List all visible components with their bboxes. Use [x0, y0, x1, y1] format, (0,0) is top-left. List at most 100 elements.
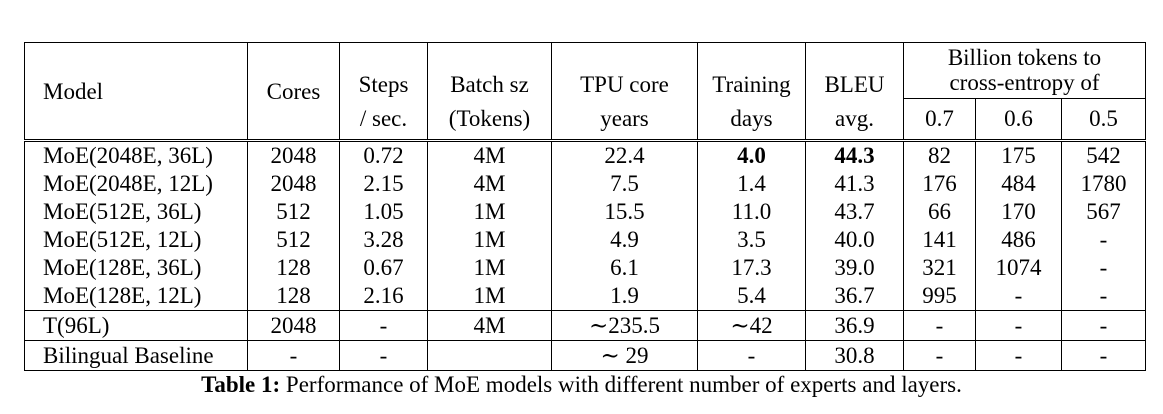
header-cores: Cores	[247, 42, 340, 141]
cell-batch: 4M	[427, 140, 552, 170]
cell-t05: -	[1060, 339, 1147, 371]
header-threshold-05: 0.5	[1060, 97, 1147, 141]
cell-t06: 170	[975, 197, 1062, 226]
table-row: MoE(2048E, 36L) 2048 0.72 4M 22.4 4.0 44…	[24, 140, 1147, 170]
cell-model: MoE(128E, 36L)	[24, 253, 248, 282]
cell-steps: -	[339, 309, 428, 341]
table-row: MoE(2048E, 12L) 2048 2.15 4M 7.5 1.4 41.…	[24, 169, 1147, 198]
table-caption: Table 1: Performance of MoE models with …	[0, 372, 1163, 398]
cell-t07: 995	[903, 281, 976, 311]
cell-cores: 128	[247, 281, 340, 311]
table-header: Model Cores Steps Batch sz TPU core Trai…	[24, 42, 1147, 141]
cell-batch: 1M	[427, 197, 552, 226]
cell-tpu: ∼235.5	[551, 309, 698, 341]
cell-t05: -	[1060, 225, 1147, 254]
cell-model: MoE(2048E, 12L)	[24, 169, 248, 198]
cell-t06: 175	[975, 140, 1062, 170]
cell-tpu: 22.4	[551, 140, 698, 170]
cell-t05: 567	[1060, 197, 1147, 226]
cell-cores: 2048	[247, 140, 340, 170]
cell-cores: 2048	[247, 169, 340, 198]
cell-t06: 486	[975, 225, 1062, 254]
cell-t07: 321	[903, 253, 976, 282]
cell-model: T(96L)	[24, 309, 248, 341]
table-row: MoE(512E, 12L) 512 3.28 1M 4.9 3.5 40.0 …	[24, 225, 1147, 254]
header-tpu-unit: years	[551, 98, 698, 141]
cell-steps: 2.16	[339, 281, 428, 311]
cell-bleu: 41.3	[805, 169, 904, 198]
cell-model: MoE(128E, 12L)	[24, 281, 248, 311]
cell-model: MoE(512E, 36L)	[24, 197, 248, 226]
cell-t05: -	[1060, 281, 1147, 311]
header-training-unit: days	[697, 98, 806, 141]
cell-cores: 128	[247, 253, 340, 282]
cell-t06: 484	[975, 169, 1062, 198]
cell-tpu: 4.9	[551, 225, 698, 254]
cell-steps: -	[339, 339, 428, 371]
table-row: Bilingual Baseline - - ∼ 29 - 30.8 - - -	[24, 339, 1147, 371]
caption-label: Table 1:	[201, 372, 281, 397]
header-threshold-07: 0.7	[903, 97, 976, 141]
cell-t05: 542	[1060, 140, 1147, 170]
header-billion-line2: cross-entropy of	[949, 70, 1100, 96]
header-steps-unit: / sec.	[339, 98, 428, 141]
header-bleu-unit: avg.	[805, 98, 904, 141]
cell-days: -	[697, 339, 806, 371]
cell-t07: 176	[903, 169, 976, 198]
cell-tpu: 6.1	[551, 253, 698, 282]
cell-steps: 2.15	[339, 169, 428, 198]
cell-bleu: 39.0	[805, 253, 904, 282]
cell-steps: 0.72	[339, 140, 428, 170]
cell-tpu: 7.5	[551, 169, 698, 198]
header-tpu: TPU core	[551, 42, 698, 99]
cell-model: MoE(2048E, 36L)	[24, 140, 248, 170]
cell-tpu: ∼ 29	[551, 339, 698, 371]
cell-t05: -	[1060, 253, 1147, 282]
cell-batch: 1M	[427, 253, 552, 282]
cell-batch	[427, 339, 552, 371]
cell-days: ∼42	[697, 309, 806, 341]
cell-t06: 1074	[975, 253, 1062, 282]
moe-rows: MoE(2048E, 36L) 2048 0.72 4M 22.4 4.0 44…	[24, 140, 1147, 311]
cell-t06: -	[975, 309, 1062, 341]
cell-model: Bilingual Baseline	[24, 339, 248, 371]
caption-text: Performance of MoE models with different…	[280, 372, 962, 397]
results-table: Model Cores Steps Batch sz TPU core Trai…	[24, 42, 1147, 371]
table-row: MoE(128E, 12L) 128 2.16 1M 1.9 5.4 36.7 …	[24, 281, 1147, 311]
cell-days: 4.0	[697, 140, 806, 170]
cell-cores: 512	[247, 197, 340, 226]
cell-t07: -	[903, 309, 976, 341]
cell-t05: -	[1060, 309, 1147, 341]
cell-bleu: 44.3	[805, 140, 904, 170]
table-row: T(96L) 2048 - 4M ∼235.5 ∼42 36.9 - - -	[24, 309, 1147, 341]
cell-days: 3.5	[697, 225, 806, 254]
cell-bleu: 36.7	[805, 281, 904, 311]
table-row: MoE(128E, 36L) 128 0.67 1M 6.1 17.3 39.0…	[24, 253, 1147, 282]
cell-steps: 3.28	[339, 225, 428, 254]
cell-bleu: 43.7	[805, 197, 904, 226]
header-batch-unit: (Tokens)	[427, 98, 552, 141]
cell-batch: 4M	[427, 309, 552, 341]
cell-batch: 1M	[427, 225, 552, 254]
cell-tpu: 15.5	[551, 197, 698, 226]
cell-days: 1.4	[697, 169, 806, 198]
cell-cores: -	[247, 339, 340, 371]
cell-t07: 141	[903, 225, 976, 254]
cell-steps: 0.67	[339, 253, 428, 282]
cell-t06: -	[975, 339, 1062, 371]
cell-cores: 2048	[247, 309, 340, 341]
cell-t05: 1780	[1060, 169, 1147, 198]
cell-days: 11.0	[697, 197, 806, 226]
header-model: Model	[24, 42, 248, 141]
cell-steps: 1.05	[339, 197, 428, 226]
header-training: Training	[697, 42, 806, 99]
header-billion-tokens: Billion tokens to cross-entropy of	[902, 42, 1147, 99]
header-bleu: BLEU	[805, 42, 904, 99]
cell-cores: 512	[247, 225, 340, 254]
cell-t07: -	[903, 339, 976, 371]
cell-bleu: 30.8	[805, 339, 904, 371]
results-table-container: Model Cores Steps Batch sz TPU core Trai…	[24, 42, 1147, 371]
cell-t07: 82	[903, 140, 976, 170]
header-batch: Batch sz	[427, 42, 552, 99]
cell-t07: 66	[903, 197, 976, 226]
